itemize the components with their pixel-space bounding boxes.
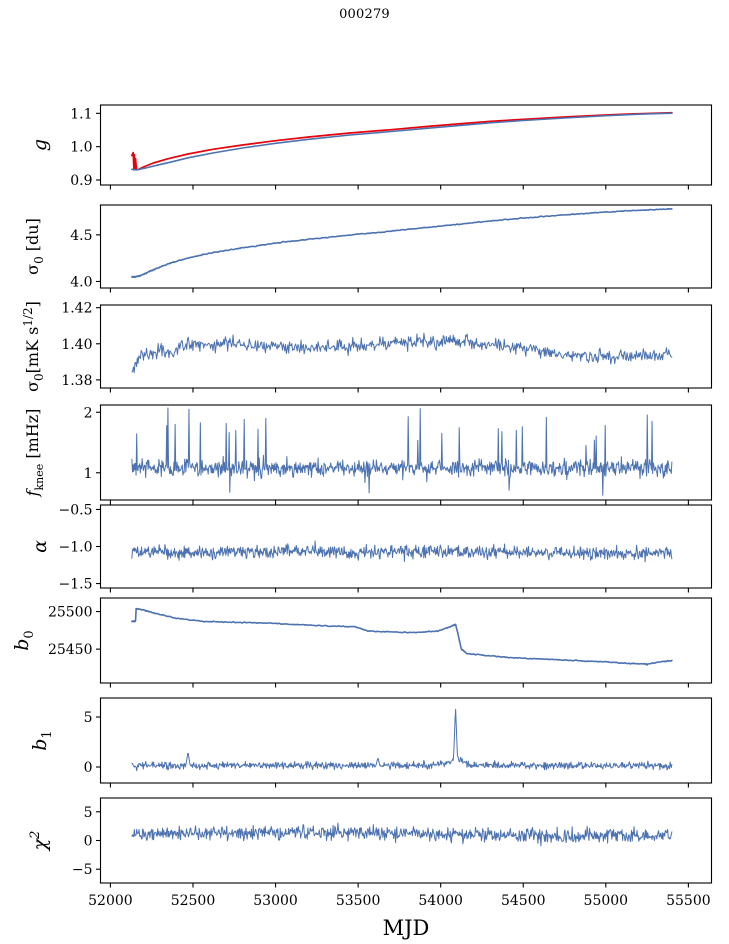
yticklabel-b0-0: 25450 (48, 642, 93, 658)
series-gain-model (131, 111, 673, 171)
yticklabel-b0-1: 25500 (48, 605, 93, 621)
ylabel-chi2: χ2 (28, 831, 51, 853)
panel-fknee: 1 2 fknee [mHz] (23, 404, 713, 505)
panel-frame-chi2 (99, 797, 713, 884)
ylabel-sigma0-mk: σ0[mK s1/2] (21, 301, 46, 392)
panel-frame-b0 (99, 597, 713, 684)
yticklabel-gain-2: 1.1 (70, 106, 92, 122)
xticklabel-5: 54500 (501, 893, 546, 909)
xticklabel-0: 52000 (88, 893, 133, 909)
panel-data-b0 (131, 607, 673, 666)
ylabel-b0: b0 (11, 630, 37, 650)
xticklabel-6: 55000 (584, 893, 629, 909)
ylabel-sigma0-du: σ0 [du] (23, 218, 46, 275)
panel-frame-fknee (99, 404, 713, 501)
panel-b0: 25450 25500 b0 (11, 597, 713, 688)
yticklabel-alpha-1: −1.0 (59, 540, 93, 556)
yticklabel-alpha-2: −1.5 (59, 577, 93, 593)
panel-chi2: −5 0 5 χ2 (28, 797, 713, 888)
series-sigma0-mk (131, 332, 673, 374)
panel-data-alpha (131, 540, 673, 563)
ylabel-fknee: fknee [mHz] (23, 409, 46, 498)
xticklabel-1: 52500 (171, 893, 216, 909)
panel-data-chi2 (131, 822, 673, 847)
xticklabel-3: 53500 (336, 893, 381, 909)
yticklabel-alpha-0: −0.5 (59, 502, 93, 518)
yticklabel-b1-1: 5 (84, 710, 93, 726)
panel-alpha: −0.5 −1.0 −1.5 α (29, 502, 713, 593)
panel-data-b1 (131, 708, 673, 772)
panel-data-gain (131, 111, 673, 171)
xticklabel-7: 55500 (666, 893, 711, 909)
series-b0 (131, 607, 673, 666)
series-gain-estimate (131, 112, 673, 171)
xaxis-title: MJD (383, 916, 430, 940)
series-alpha (131, 540, 673, 563)
xticklabel-4: 54000 (418, 893, 463, 909)
panel-data-sigma0-mk (131, 332, 673, 374)
panel-frame-b1 (99, 697, 713, 784)
panel-sigma0-mk: 1.38 1.40 1.42 σ0[mK s1/2] (21, 301, 713, 393)
series-b1 (131, 708, 673, 772)
ylabel-gain: g (29, 139, 51, 151)
yticklabel-chi2-1: 0 (84, 834, 93, 850)
yticklabel-gain-1: 1.0 (70, 140, 92, 156)
x-axis: 52000 52500 53000 53500 54000 54500 55000 55500… (88, 893, 711, 940)
yticklabel-b1-0: 0 (84, 760, 93, 776)
yticklabel-sigma0-mk-0: 1.38 (61, 373, 92, 389)
series-sigma0-du (131, 207, 673, 279)
figure-title: 000279 (339, 7, 390, 22)
yticklabel-sigma0-du-1: 4.5 (70, 228, 92, 244)
panel-sigma0-du: 4.0 4.5 σ0 [du] (23, 204, 713, 293)
yticklabel-sigma0-mk-1: 1.40 (61, 337, 92, 353)
series-chi2 (131, 822, 673, 847)
ylabel-b1: b1 (29, 730, 55, 750)
yticklabel-gain-0: 0.9 (70, 173, 92, 189)
yticklabel-fknee-1: 2 (84, 405, 93, 421)
yticklabel-chi2-2: 5 (84, 805, 93, 821)
xticklabel-2: 53000 (253, 893, 298, 909)
yticklabel-sigma0-mk-2: 1.42 (61, 301, 92, 317)
panel-frame-sigma0-du (99, 204, 713, 289)
panel-frame-sigma0-mk (99, 304, 713, 389)
panel-frame-gain (99, 104, 713, 186)
panel-b1: 0 5 b1 (29, 697, 713, 788)
panel-data-sigma0-du (131, 207, 673, 279)
series-fknee (131, 407, 673, 496)
yticklabel-sigma0-du-0: 4.0 (70, 274, 92, 290)
yticklabel-chi2-0: −5 (72, 862, 93, 878)
panel-gain: 0.9 1.0 1.1 g (29, 104, 713, 190)
ylabel-alpha: α (29, 540, 51, 553)
yticklabel-fknee-0: 1 (84, 466, 93, 482)
panel-data-fknee (131, 407, 673, 496)
